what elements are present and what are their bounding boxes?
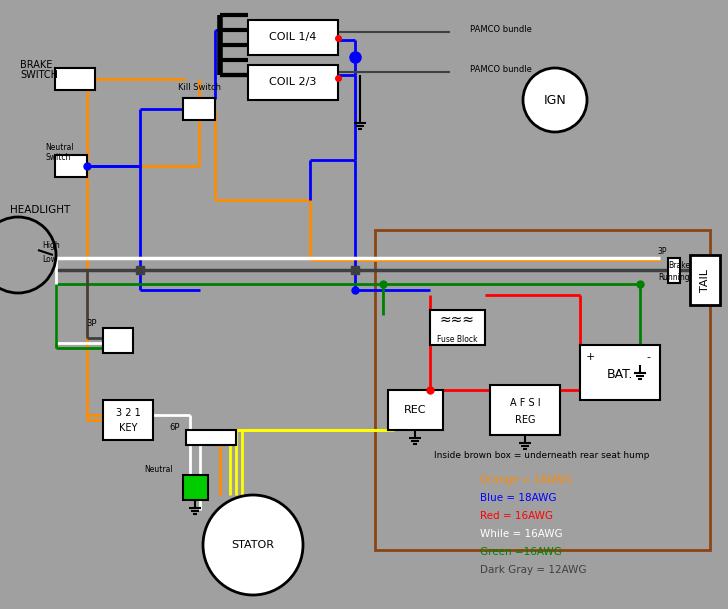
- Text: Blue = 18AWG: Blue = 18AWG: [480, 493, 556, 503]
- Text: COIL 2/3: COIL 2/3: [269, 77, 317, 87]
- Text: HEADLIGHT: HEADLIGHT: [10, 205, 70, 215]
- Bar: [430, 310, 485, 345]
- Text: Low: Low: [42, 256, 57, 264]
- Text: IGN: IGN: [544, 94, 566, 107]
- Bar: [388, 390, 443, 430]
- Text: ≈≈≈: ≈≈≈: [440, 313, 475, 327]
- Text: Orange = 18AWG: Orange = 18AWG: [480, 475, 572, 485]
- Text: 3P: 3P: [657, 247, 667, 256]
- Text: KEY: KEY: [119, 423, 137, 433]
- Bar: [103, 328, 133, 353]
- Text: PAMCO bundle: PAMCO bundle: [470, 65, 532, 74]
- Text: High: High: [42, 242, 60, 250]
- Bar: [490, 385, 560, 435]
- Circle shape: [523, 68, 587, 132]
- Text: SWITCH: SWITCH: [20, 70, 58, 80]
- Circle shape: [203, 495, 303, 595]
- Text: +: +: [585, 352, 595, 362]
- Bar: [375, 230, 710, 550]
- Bar: [690, 255, 720, 305]
- Bar: [55, 155, 87, 177]
- Text: Switch: Switch: [45, 153, 71, 163]
- Text: Red = 16AWG: Red = 16AWG: [480, 511, 553, 521]
- Text: While = 16AWG: While = 16AWG: [480, 529, 563, 539]
- Bar: [55, 68, 95, 90]
- Bar: [248, 20, 338, 55]
- Bar: [186, 430, 236, 445]
- Bar: [183, 475, 208, 500]
- Circle shape: [0, 217, 56, 293]
- Text: Kill Switch: Kill Switch: [178, 83, 221, 93]
- Bar: [580, 345, 660, 400]
- Text: Fuse Block: Fuse Block: [437, 336, 478, 345]
- Text: Brake: Brake: [668, 261, 690, 270]
- Bar: [103, 400, 153, 440]
- Text: PAMCO bundle: PAMCO bundle: [470, 24, 532, 33]
- Text: TAIL: TAIL: [700, 269, 710, 292]
- Text: COIL 1/4: COIL 1/4: [269, 32, 317, 42]
- Text: A F S I: A F S I: [510, 398, 540, 408]
- Bar: [248, 65, 338, 100]
- Text: Neutral: Neutral: [144, 465, 173, 474]
- Text: STATOR: STATOR: [232, 540, 274, 550]
- Text: 3P: 3P: [87, 319, 97, 328]
- Text: 3 2 1: 3 2 1: [116, 408, 141, 418]
- Text: REG: REG: [515, 415, 535, 425]
- Text: BAT.: BAT.: [607, 368, 633, 381]
- Bar: [183, 98, 215, 120]
- Text: BRAKE: BRAKE: [20, 60, 52, 70]
- Text: 6P: 6P: [170, 423, 180, 432]
- Bar: [668, 258, 680, 283]
- Text: Neutral: Neutral: [45, 144, 74, 152]
- Text: Dark Gray = 12AWG: Dark Gray = 12AWG: [480, 565, 587, 575]
- Text: -: -: [646, 352, 650, 362]
- Text: REC: REC: [404, 405, 427, 415]
- Text: Running: Running: [658, 272, 690, 281]
- Text: Green =16AWG: Green =16AWG: [480, 547, 562, 557]
- Text: Inside brown box = underneath rear seat hump: Inside brown box = underneath rear seat …: [435, 451, 649, 460]
